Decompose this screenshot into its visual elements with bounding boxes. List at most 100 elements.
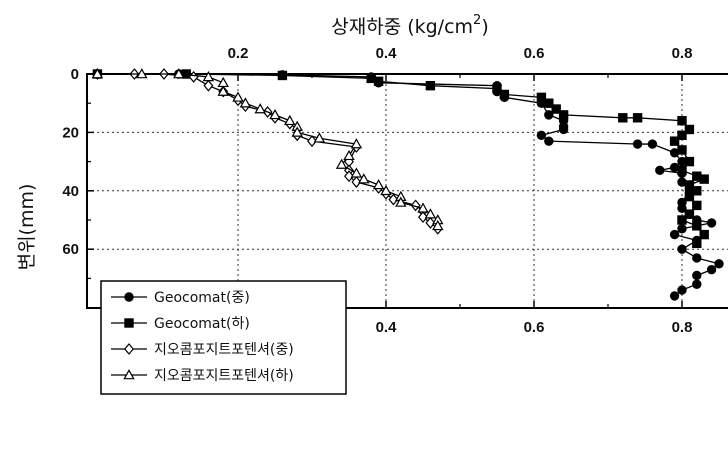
data-point xyxy=(350,167,363,178)
series-2 xyxy=(92,69,709,249)
data-point xyxy=(417,202,429,213)
series-1 xyxy=(92,69,724,301)
data-point xyxy=(380,184,392,196)
x-axis-title-close: ) xyxy=(481,16,488,38)
y-tick-label: 0 xyxy=(71,66,79,83)
x-tick-label-top: 0.4 xyxy=(376,45,398,62)
data-point xyxy=(173,68,185,79)
data-point xyxy=(684,124,695,135)
x-tick-label-bottom: 0.6 xyxy=(524,319,545,336)
data-point xyxy=(669,291,680,301)
data-point xyxy=(217,85,229,96)
data-point xyxy=(499,89,510,100)
data-point xyxy=(706,218,717,228)
x-axis-title: 상재하중 (kg/cm2) xyxy=(331,13,489,38)
data-point xyxy=(544,110,554,120)
legend: Geocomat(중) Geocomat(하) 지오콤포지트포텐셔(중) 지오콤포지트… xyxy=(100,280,347,395)
data-point xyxy=(647,139,658,149)
data-point xyxy=(677,203,687,214)
data-point xyxy=(536,130,547,141)
x-axis-title-main: 상재하중 (kg/cm xyxy=(331,16,473,38)
legend-marker xyxy=(124,343,134,355)
data-point xyxy=(136,68,148,79)
data-point xyxy=(677,285,687,295)
data-point xyxy=(692,221,702,231)
data-point xyxy=(684,156,695,167)
data-point xyxy=(388,193,399,206)
data-point xyxy=(655,165,665,176)
data-point xyxy=(692,186,702,196)
data-point xyxy=(669,136,680,146)
data-point xyxy=(351,176,362,188)
y-axis-title: 변위(mm) xyxy=(16,184,38,271)
data-point xyxy=(677,130,687,141)
legend-marker xyxy=(124,318,134,328)
data-point xyxy=(692,238,702,249)
legend-marker xyxy=(124,292,134,302)
data-point xyxy=(418,211,428,224)
x-tick-label-top: 0.6 xyxy=(524,45,545,62)
data-point xyxy=(684,191,695,202)
data-point xyxy=(558,124,569,135)
data-point xyxy=(232,91,244,102)
data-point xyxy=(618,113,628,123)
data-point xyxy=(558,110,569,120)
series-line xyxy=(97,73,439,226)
data-point xyxy=(684,209,695,219)
data-point xyxy=(699,229,709,240)
legend-marker xyxy=(123,369,135,380)
data-point xyxy=(432,219,444,231)
series-4 xyxy=(91,68,444,231)
x-tick-label-bottom: 0.4 xyxy=(376,319,398,336)
data-point xyxy=(692,253,702,263)
data-point xyxy=(692,279,702,289)
data-point xyxy=(269,108,281,120)
data-point xyxy=(91,68,104,79)
data-point xyxy=(343,149,355,161)
y-tick-label: 40 xyxy=(62,183,79,200)
data-point xyxy=(684,180,695,190)
data-point xyxy=(425,80,436,91)
data-point xyxy=(358,173,370,184)
data-point xyxy=(335,158,348,169)
data-point xyxy=(632,113,643,123)
data-point xyxy=(699,174,709,184)
data-point xyxy=(202,70,215,82)
series-line xyxy=(97,73,439,230)
plot-area xyxy=(91,68,724,301)
legend-label: Geocomat(중) xyxy=(154,290,250,306)
legend-label: 지오콤포지트포텐셔(하) xyxy=(154,368,294,384)
data-point xyxy=(544,98,554,108)
data-point xyxy=(669,229,680,240)
data-point xyxy=(350,138,363,149)
data-point xyxy=(410,199,421,212)
data-point xyxy=(544,136,554,146)
data-point xyxy=(692,270,702,281)
y-tick-label: 60 xyxy=(62,241,79,258)
data-point xyxy=(706,264,717,275)
data-point xyxy=(344,170,354,183)
data-point xyxy=(677,224,687,234)
data-point xyxy=(424,208,437,219)
data-point xyxy=(239,97,252,108)
data-point xyxy=(536,92,547,103)
data-point xyxy=(632,139,643,149)
series-line xyxy=(97,73,706,244)
data-point xyxy=(425,216,436,229)
data-point xyxy=(692,200,702,211)
data-point xyxy=(307,135,317,148)
data-point xyxy=(291,126,303,137)
data-point xyxy=(313,132,326,143)
grid xyxy=(87,74,728,308)
data-point xyxy=(373,76,384,86)
data-point xyxy=(551,104,561,114)
data-point xyxy=(677,165,687,176)
series-3 xyxy=(92,68,443,235)
legend-label: Geocomat(하) xyxy=(154,316,250,332)
data-point xyxy=(677,215,687,225)
data-point xyxy=(677,116,687,126)
data-point xyxy=(277,70,288,81)
svg-text:상재하중 (kg/cm2): 상재하중 (kg/cm2) xyxy=(331,13,489,38)
x-tick-label-top: 0.8 xyxy=(672,45,693,62)
